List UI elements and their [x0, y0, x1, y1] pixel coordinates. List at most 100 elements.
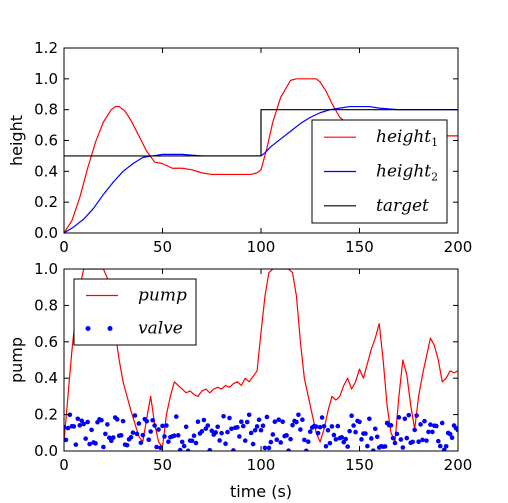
valve-point: [329, 424, 335, 429]
valve-point: [353, 429, 358, 435]
valve-point: [286, 448, 291, 451]
valve-point: [447, 431, 453, 437]
valve-point: [85, 419, 90, 425]
valve-point: [81, 421, 86, 427]
valve-point: [370, 448, 376, 451]
valve-point: [434, 423, 439, 429]
legend-label: height2: [376, 162, 438, 184]
valve-point: [164, 423, 169, 428]
valve-point: [300, 417, 305, 423]
valve-point: [244, 419, 250, 425]
valve-point: [410, 439, 415, 445]
legend-label: height1: [376, 127, 438, 149]
legend-subscript: 1: [431, 136, 438, 149]
valve-point: [150, 417, 155, 423]
valve-point: [367, 416, 372, 422]
valve-point: [242, 438, 248, 443]
valve-point: [99, 417, 104, 423]
valve-point: [372, 426, 378, 432]
valve-point: [177, 447, 183, 451]
valve-point: [390, 435, 396, 441]
valve-point: [394, 431, 400, 437]
valve-point: [223, 441, 228, 447]
y-tick-label: 0.4: [34, 162, 58, 180]
valve-point: [418, 422, 423, 427]
valve-point: [134, 431, 140, 437]
valve-point: [67, 412, 73, 418]
valve-point: [252, 427, 258, 433]
valve-point: [327, 440, 333, 446]
valve-point: [319, 415, 325, 420]
valve-point: [71, 424, 77, 429]
y-tick-label: 1.0: [34, 70, 58, 88]
valve-point: [77, 423, 83, 428]
valve-point: [351, 423, 356, 428]
valve-point: [219, 430, 224, 436]
valve-point: [302, 437, 307, 443]
valve-point: [437, 443, 443, 449]
valve-point: [128, 435, 134, 440]
x-tick-label: 150: [345, 456, 374, 474]
valve-point: [146, 437, 152, 443]
valve-point: [225, 429, 230, 435]
valve-point: [240, 423, 246, 429]
valve-point: [436, 438, 441, 444]
x-tick-label: 100: [247, 238, 276, 256]
valve-point: [205, 423, 211, 428]
series-line-pump: [64, 269, 458, 448]
y-tick-label: 0.6: [34, 132, 58, 150]
valve-point: [248, 430, 254, 436]
x-tick-label: 200: [444, 456, 473, 474]
valve-point: [191, 433, 197, 439]
valve-point: [428, 422, 433, 427]
valve-point: [250, 441, 256, 447]
valve-point: [158, 445, 163, 451]
valve-point: [317, 424, 323, 430]
valve-point: [290, 422, 295, 428]
y-axis-label: height: [7, 115, 26, 166]
height-plot: 0 50 100 150 200 0.0 0.2 0.4 0.6 0.8 1.0 1.2 height h…: [7, 39, 472, 256]
valve-point: [199, 429, 205, 434]
y-tick-label: 0.2: [34, 406, 58, 424]
valve-point: [152, 423, 157, 428]
valve-point: [305, 439, 311, 445]
valve-point: [333, 437, 339, 442]
valve-point: [215, 424, 220, 430]
valve-point: [339, 435, 345, 440]
y-tick-label: 0.0: [34, 224, 58, 242]
valve-point: [304, 448, 309, 451]
valve-point: [118, 433, 124, 438]
valve-point: [209, 428, 215, 434]
valve-point: [369, 436, 374, 441]
x-tick-label: 50: [153, 456, 172, 474]
valve-point: [201, 417, 207, 423]
valve-point: [237, 434, 242, 439]
valve-point: [130, 430, 136, 435]
valve-point: [239, 419, 244, 425]
valve-point: [359, 437, 364, 442]
valve-point: [414, 413, 419, 418]
x-axis-label: time (s): [230, 482, 292, 501]
valve-point: [363, 431, 368, 436]
y-tick-label: 0.6: [34, 333, 58, 351]
valve-point: [144, 418, 150, 424]
valve-point: [227, 415, 232, 421]
valve-point: [93, 441, 98, 446]
valve-point: [426, 429, 431, 435]
valve-point: [256, 417, 262, 423]
valve-point: [207, 447, 213, 451]
valve-point: [221, 413, 226, 419]
valve-point: [280, 419, 285, 425]
y-tick-label: 1.2: [34, 39, 58, 57]
valve-point: [172, 433, 177, 439]
legend-subscript: 2: [431, 171, 438, 184]
legend: pump valve: [73, 278, 197, 346]
valve-point: [156, 427, 161, 432]
valve-point: [148, 429, 153, 434]
valve-point: [315, 430, 321, 436]
valve-point: [392, 440, 398, 446]
valve-point: [183, 424, 189, 430]
valve-point: [274, 437, 280, 443]
valve-point: [173, 414, 179, 419]
valve-point: [420, 437, 425, 443]
